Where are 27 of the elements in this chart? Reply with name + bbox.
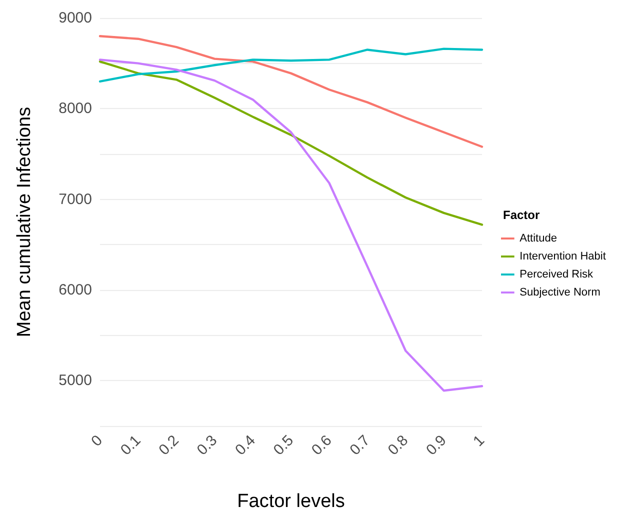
y-tick-label: 9000 bbox=[58, 10, 92, 26]
legend-label: Perceived Risk bbox=[520, 268, 594, 280]
y-tick-label: 5000 bbox=[58, 372, 92, 390]
x-tick-label: 0.5 bbox=[270, 432, 298, 459]
x-axis-title: Factor levels bbox=[237, 491, 345, 512]
legend-label: Attitude bbox=[520, 232, 557, 244]
line-series bbox=[98, 58, 484, 392]
line-series bbox=[98, 35, 484, 148]
x-tick-label: 0.3 bbox=[194, 432, 221, 459]
x-tick-label: 0.6 bbox=[308, 432, 336, 459]
legend-label: Intervention Habit bbox=[520, 250, 606, 262]
y-tick-label: 7000 bbox=[58, 190, 92, 208]
legend-title: Factor bbox=[503, 208, 540, 222]
x-tick-label: 1 bbox=[470, 432, 488, 450]
y-tick-label: 8000 bbox=[58, 100, 92, 118]
y-tick-label: 6000 bbox=[58, 282, 92, 298]
x-tick-label: 0.8 bbox=[384, 432, 412, 459]
y-axis-title: Mean cumulative Infections bbox=[14, 106, 35, 338]
legend-label: Subjective Norm bbox=[520, 286, 600, 298]
x-tick-label: 0.9 bbox=[423, 432, 450, 459]
x-tick-label: 0.4 bbox=[232, 432, 259, 459]
x-tick-label: 0.1 bbox=[117, 432, 144, 459]
x-tick-label: 0 bbox=[88, 432, 106, 450]
x-tick-label: 0.7 bbox=[346, 432, 374, 459]
line-series bbox=[98, 60, 484, 226]
x-tick-label: 0.2 bbox=[156, 432, 182, 459]
line-series bbox=[98, 48, 484, 83]
